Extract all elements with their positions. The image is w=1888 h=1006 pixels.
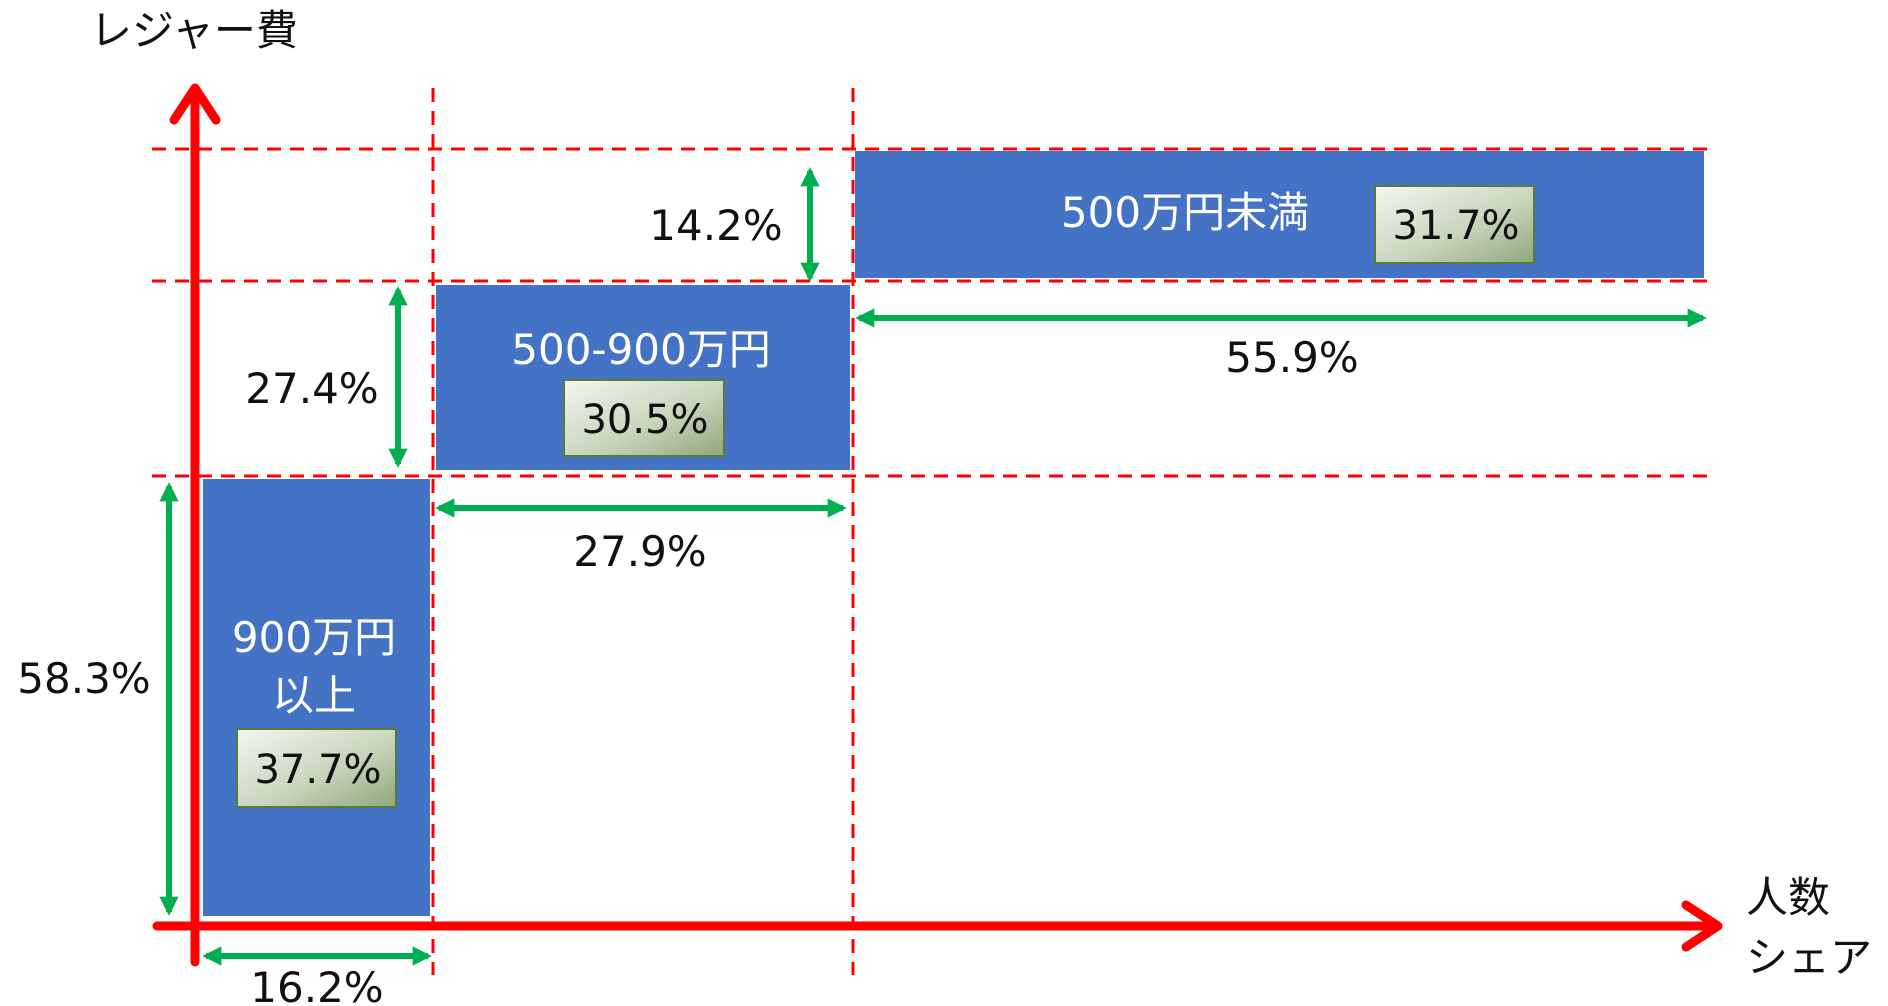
share-box-background <box>1374 185 1535 264</box>
height-label-segment-3: 14.2% <box>649 201 782 250</box>
guide-lines <box>152 88 1712 975</box>
segment-2-name: 500-900万円 <box>511 325 771 374</box>
width-label-segment-2: 27.9% <box>573 527 706 576</box>
share-box-segment-1: 37.7% <box>236 728 397 808</box>
share-value-segment-2: 30.5% <box>581 397 708 443</box>
height-label-segment-1: 58.3% <box>17 654 150 703</box>
share-box-background <box>236 728 397 808</box>
x-axis-title-line2: シェア <box>1746 933 1872 982</box>
segment-1-name-line2: 以上 <box>272 671 356 720</box>
segment-3-name: 500万円未満 <box>1061 188 1309 237</box>
width-label-segment-1: 16.2% <box>250 963 383 1006</box>
height-label-segment-2: 27.4% <box>245 364 378 413</box>
axes <box>152 83 1723 967</box>
share-value-segment-1: 37.7% <box>254 747 381 793</box>
share-box-segment-2: 30.5% <box>563 379 725 457</box>
share-box-segment-3: 31.7% <box>1374 185 1535 264</box>
block-900-plus <box>203 479 430 916</box>
segment-1-name-line1: 900万円 <box>232 613 396 662</box>
block-under-500 <box>855 151 1704 278</box>
x-axis-title-line1: 人数 <box>1746 873 1830 922</box>
y-axis-title: レジャー費 <box>90 6 298 55</box>
measure-arrows <box>159 167 1707 966</box>
share-box-background <box>563 379 725 457</box>
share-value-segment-3: 31.7% <box>1392 203 1519 249</box>
width-label-segment-3: 55.9% <box>1225 333 1358 382</box>
x-axis-arrowhead <box>1681 900 1723 952</box>
y-axis-arrowhead <box>169 83 221 125</box>
